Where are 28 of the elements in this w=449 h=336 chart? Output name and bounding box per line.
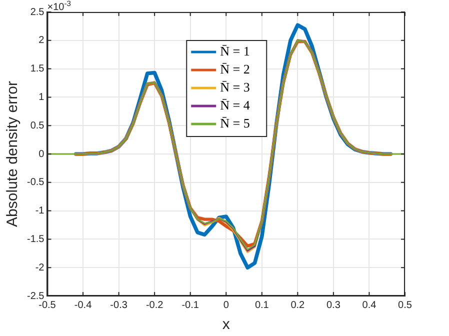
- legend-label: N̄ = 3: [220, 79, 250, 94]
- legend-label: N̄ = 2: [220, 61, 250, 76]
- x-tick-label: -0.1: [182, 300, 200, 311]
- legend-label: N̄ = 4: [220, 97, 250, 112]
- x-tick-label: 0.1: [254, 300, 270, 311]
- y-axis-title: Absolute density error: [4, 81, 22, 227]
- x-tick-label: 0.4: [362, 300, 377, 311]
- y-tick-label: 0: [38, 148, 45, 160]
- y-tick-label: 2: [38, 35, 45, 46]
- y-tick-label: 0.5: [30, 120, 45, 132]
- y-tick-label: -0.5: [26, 177, 45, 188]
- x-tick-label: -0.4: [74, 300, 92, 311]
- y-tick-label: 2.5: [30, 6, 45, 18]
- y-tick-label: -2: [35, 262, 45, 274]
- x-tick-label: -0.2: [146, 300, 164, 311]
- x-tick-label: 0.2: [290, 300, 306, 311]
- x-axis-title: x: [222, 316, 230, 334]
- y-tick-label: 1.5: [30, 64, 45, 75]
- y-tick-label: 1: [38, 92, 45, 103]
- y-tick-label: -2.5: [26, 290, 45, 302]
- y-tick-label: -1: [35, 206, 45, 217]
- x-tick-label: 0.5: [398, 300, 412, 311]
- legend-label: N̄ = 5: [220, 115, 250, 130]
- x-tick-label: -0.3: [110, 300, 128, 311]
- x-tick-label: 0.3: [326, 300, 341, 311]
- y-tick-label: -1.5: [26, 234, 45, 245]
- x-tick-label: 0: [223, 300, 230, 311]
- legend-label: N̄ = 1: [220, 43, 250, 58]
